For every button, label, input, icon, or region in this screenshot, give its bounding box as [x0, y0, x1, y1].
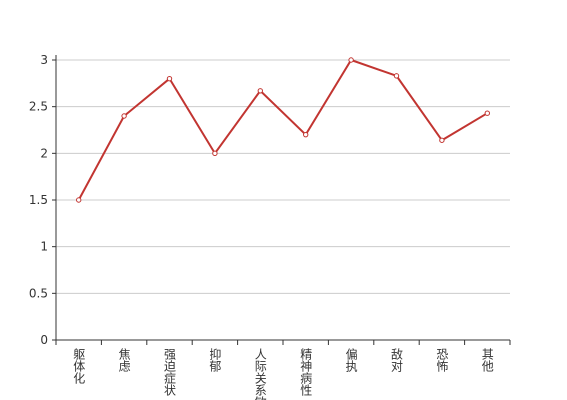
point	[439, 137, 445, 143]
x-tick-label: 焦虑	[117, 348, 131, 372]
point	[393, 73, 400, 79]
y-tick-label: 0.5	[29, 286, 48, 300]
x-tick-label: 人际关系敏感	[253, 348, 267, 400]
point	[166, 75, 173, 82]
x-tick-label: 精神病性	[299, 348, 313, 397]
point	[257, 88, 263, 94]
y-tick-label: 1.5	[29, 193, 48, 207]
y-tick-label: 3	[40, 53, 48, 67]
y-tick-label: 2	[40, 146, 48, 160]
x-tick-label: 其他	[480, 348, 494, 372]
x-tick-label: 躯体化	[72, 347, 86, 385]
point	[303, 131, 309, 138]
x-tick-label: 偏执	[344, 347, 358, 373]
y-tick-label: 1	[40, 240, 48, 254]
point	[121, 113, 127, 119]
point	[484, 110, 490, 116]
x-tick-label: 强迫症状	[163, 348, 177, 396]
x-tick-label: 恐怖	[435, 348, 449, 372]
point	[348, 57, 354, 63]
point	[212, 150, 218, 157]
point	[76, 197, 82, 203]
y-tick-label: 0	[40, 333, 48, 347]
x-tick-label: 敌对	[390, 347, 404, 372]
x-tick-label: 抑郁	[208, 347, 222, 373]
y-tick-label: 2.5	[29, 100, 48, 114]
line	[77, 58, 488, 201]
